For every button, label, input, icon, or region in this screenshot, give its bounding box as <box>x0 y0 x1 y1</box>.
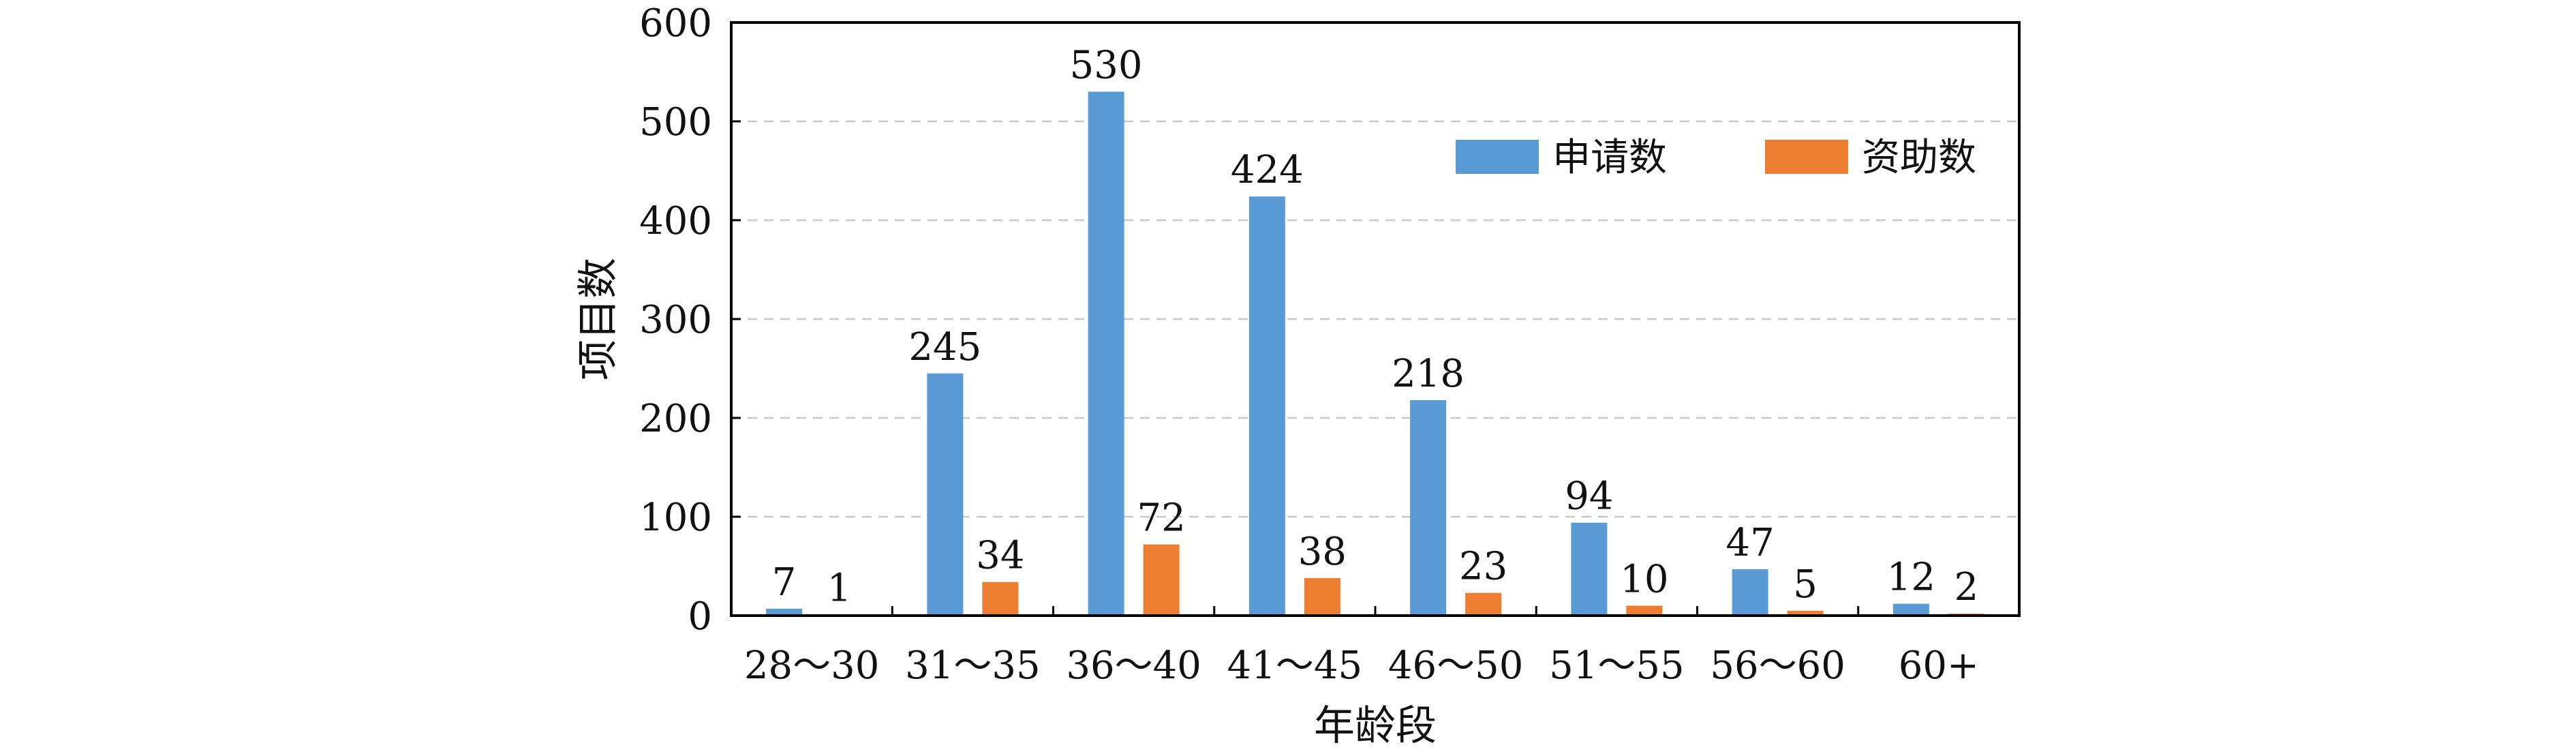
bar-series-2 <box>1465 592 1502 616</box>
bar-series-1 <box>927 373 964 616</box>
y-tick-label: 100 <box>639 496 712 540</box>
x-tick-label: 51～55 <box>1549 644 1685 688</box>
x-tick-label: 60+ <box>1899 644 1979 688</box>
gridlines <box>731 120 2019 518</box>
bar-series-1 <box>1088 91 1124 616</box>
x-axis-title: 年龄段 <box>1314 702 1437 750</box>
data-label: 2 <box>1954 565 1979 609</box>
bar-series-1 <box>1732 569 1768 616</box>
data-label: 34 <box>976 534 1024 578</box>
data-label: 23 <box>1459 545 1507 589</box>
legend-label: 资助数 <box>1862 136 1976 180</box>
data-label: 94 <box>1565 474 1613 519</box>
legend-label: 申请数 <box>1552 136 1667 180</box>
bar-series-2 <box>1626 605 1663 616</box>
data-label: 38 <box>1298 530 1347 574</box>
y-tick-label: 200 <box>639 397 712 441</box>
y-tick-label: 0 <box>688 594 712 639</box>
data-label: 47 <box>1726 521 1774 565</box>
y-tick-label: 300 <box>639 298 712 342</box>
data-labels: 7 245 530 424 218 94 47 12 1 34 72 38 23 10 5 2 <box>772 44 1978 611</box>
data-label: 5 <box>1793 562 1818 607</box>
data-label: 7 <box>772 560 797 605</box>
x-tick-label: 31～35 <box>905 644 1041 688</box>
legend: 申请数 资助数 <box>1456 136 1976 180</box>
legend-swatch <box>1765 140 1848 174</box>
y-axis-title: 项目数 <box>574 258 622 380</box>
bar-series-2 <box>1143 544 1180 616</box>
y-axis-ticks: 0 100 200 300 400 500 600 <box>639 1 741 639</box>
legend-swatch <box>1456 140 1539 174</box>
data-label: 530 <box>1070 44 1143 88</box>
data-label: 218 <box>1392 352 1465 396</box>
bar-series-2 <box>1304 577 1340 616</box>
bar-series-2 <box>982 582 1019 616</box>
x-tick-label: 56～60 <box>1710 644 1845 688</box>
y-tick-label: 400 <box>639 199 712 243</box>
data-label: 424 <box>1231 148 1304 192</box>
x-tick-label: 28～30 <box>744 644 880 688</box>
y-tick-label: 600 <box>639 1 712 46</box>
bar-series-1 <box>1571 522 1608 616</box>
x-tick-label: 41～45 <box>1227 644 1363 688</box>
x-tick-label: 36～40 <box>1066 644 1201 688</box>
x-tick-label: 46～50 <box>1388 644 1524 688</box>
data-label: 10 <box>1620 558 1668 602</box>
data-label: 12 <box>1887 556 1935 600</box>
x-axis-ticks: 28～30 31～35 36～40 41～45 46～50 51～55 56～60 60+ <box>730 606 2021 688</box>
bar-series-1 <box>1892 603 1929 616</box>
bar-series-1 <box>1410 399 1447 616</box>
bar-series-1 <box>1248 196 1285 616</box>
data-label: 1 <box>827 567 852 611</box>
data-label: 72 <box>1137 496 1185 541</box>
bar-series-2 <box>1787 610 1824 616</box>
y-tick-label: 500 <box>639 100 712 145</box>
data-label: 245 <box>908 325 981 370</box>
bars <box>766 91 1984 616</box>
bar-series-1 <box>766 608 803 616</box>
